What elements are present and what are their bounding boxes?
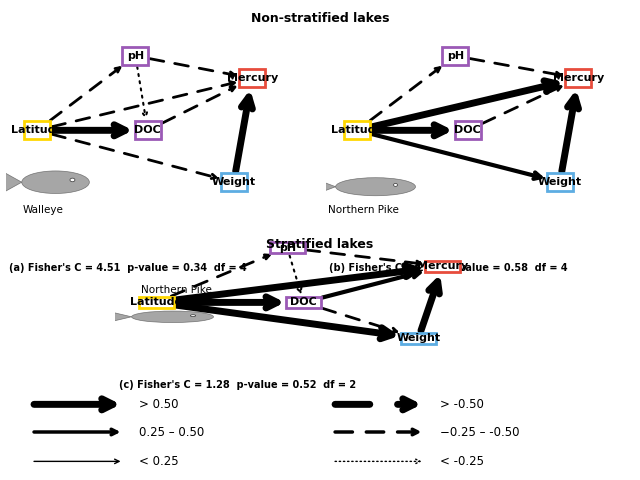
Text: (b) Fisher's C = 2.81  p-value = 0.58  df = 4: (b) Fisher's C = 2.81 p-value = 0.58 df … (330, 264, 568, 274)
Text: Latitude: Latitude (331, 125, 383, 135)
FancyBboxPatch shape (24, 121, 50, 139)
FancyBboxPatch shape (139, 297, 173, 308)
Text: pH: pH (278, 243, 296, 252)
Ellipse shape (335, 178, 415, 196)
Text: > 0.50: > 0.50 (139, 398, 179, 411)
FancyBboxPatch shape (426, 261, 460, 272)
FancyBboxPatch shape (134, 121, 161, 139)
Ellipse shape (22, 171, 90, 193)
Text: DOC: DOC (291, 298, 317, 307)
Text: pH: pH (447, 51, 464, 61)
Text: pH: pH (127, 51, 144, 61)
Text: < -0.25: < -0.25 (440, 455, 484, 468)
Text: Walleye: Walleye (23, 205, 64, 215)
FancyBboxPatch shape (286, 297, 321, 308)
Polygon shape (1, 171, 22, 193)
FancyBboxPatch shape (344, 121, 370, 139)
FancyBboxPatch shape (221, 173, 247, 191)
Polygon shape (312, 178, 335, 196)
Text: Northern Pike: Northern Pike (141, 285, 212, 295)
FancyBboxPatch shape (239, 70, 265, 87)
Text: (c) Fisher's C = 1.28  p-value = 0.52  df = 2: (c) Fisher's C = 1.28 p-value = 0.52 df … (119, 380, 356, 390)
FancyBboxPatch shape (454, 121, 481, 139)
FancyBboxPatch shape (547, 173, 573, 191)
Text: −0.25 – -0.50: −0.25 – -0.50 (440, 425, 519, 439)
Circle shape (70, 178, 75, 182)
Text: Latitude: Latitude (11, 125, 63, 135)
Text: Stratified lakes: Stratified lakes (266, 238, 374, 251)
Text: Northern Pike: Northern Pike (328, 205, 399, 215)
Text: Weight: Weight (212, 177, 256, 187)
FancyBboxPatch shape (442, 47, 468, 65)
FancyBboxPatch shape (270, 242, 305, 253)
Text: Latitude: Latitude (130, 298, 182, 307)
Text: Weight: Weight (396, 334, 440, 343)
Text: < 0.25: < 0.25 (139, 455, 179, 468)
FancyBboxPatch shape (565, 70, 591, 87)
Ellipse shape (132, 311, 214, 323)
Polygon shape (107, 311, 132, 323)
Text: 0.25 – 0.50: 0.25 – 0.50 (139, 425, 204, 439)
Circle shape (191, 315, 196, 317)
Text: Weight: Weight (538, 177, 582, 187)
Text: DOC: DOC (454, 125, 481, 135)
FancyBboxPatch shape (122, 47, 148, 65)
Text: Mercury: Mercury (417, 262, 468, 271)
FancyBboxPatch shape (401, 333, 436, 344)
Text: > -0.50: > -0.50 (440, 398, 484, 411)
Text: (a) Fisher's C = 4.51  p-value = 0.34  df = 4: (a) Fisher's C = 4.51 p-value = 0.34 df … (10, 264, 247, 274)
Text: Mercury: Mercury (227, 73, 278, 84)
Circle shape (394, 183, 397, 186)
Text: Mercury: Mercury (553, 73, 604, 84)
Text: DOC: DOC (134, 125, 161, 135)
Text: Non-stratified lakes: Non-stratified lakes (251, 12, 389, 25)
